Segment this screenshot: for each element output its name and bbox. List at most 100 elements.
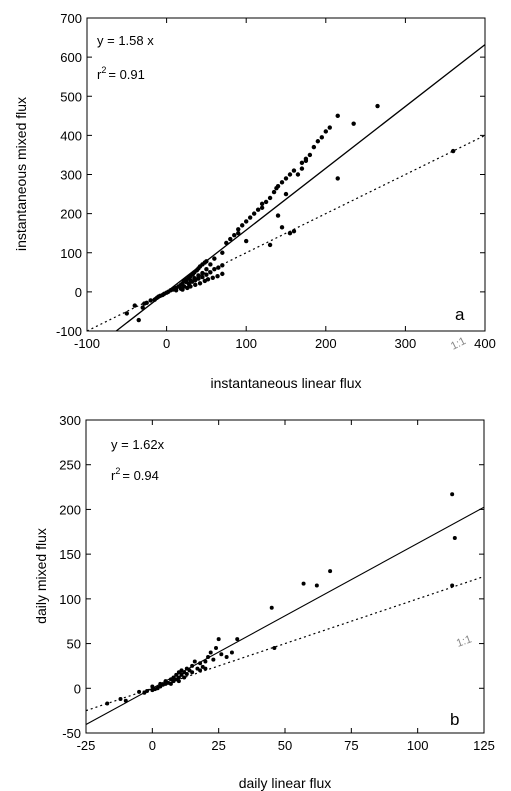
data-point — [235, 637, 240, 642]
data-point — [319, 135, 325, 140]
data-point — [182, 675, 187, 680]
data-point — [263, 199, 269, 205]
data-point — [232, 232, 237, 238]
data-point — [180, 287, 185, 292]
data-point — [193, 282, 198, 288]
data-point — [204, 259, 209, 264]
data-point — [174, 672, 179, 677]
points-group-a — [124, 103, 456, 323]
data-point — [301, 581, 306, 586]
data-point — [307, 152, 313, 158]
fit-equation-a: y = 1.58 x — [97, 33, 154, 48]
x-tick-label: 100 — [235, 336, 257, 351]
data-point — [220, 250, 225, 255]
y-tick-label: 100 — [59, 592, 81, 607]
data-point — [188, 277, 193, 283]
data-point — [200, 274, 205, 280]
data-point — [148, 298, 153, 303]
data-point — [224, 654, 229, 659]
data-point — [176, 679, 181, 684]
data-point — [203, 666, 208, 671]
data-point — [328, 569, 333, 574]
data-point — [176, 675, 181, 680]
data-point — [188, 284, 193, 289]
y-tick-label: 150 — [59, 547, 81, 562]
x-tick-label: 75 — [344, 738, 358, 753]
x-tick-label: 25 — [211, 738, 225, 753]
r2-letter-b: r — [111, 468, 116, 483]
data-point — [287, 172, 293, 177]
x-tick-label: -25 — [77, 738, 96, 753]
data-point — [118, 697, 123, 702]
data-point — [335, 176, 340, 181]
x-tick-label: 0 — [163, 336, 170, 351]
data-point — [208, 650, 213, 655]
data-point — [283, 191, 289, 197]
data-point — [211, 657, 216, 662]
data-point — [150, 684, 155, 689]
data-point — [283, 176, 289, 181]
r2-label-a: r2 = 0.91 — [97, 65, 145, 82]
data-point — [192, 275, 197, 281]
data-point — [208, 262, 213, 267]
tick-group-a: -100 0 100 200 300 400 -100 0 100 200 300 400 500 600… — [56, 11, 496, 351]
data-point — [279, 180, 285, 185]
plot-frame-a — [86, 17, 486, 332]
data-point — [136, 317, 141, 323]
chart-panel-a: -100 0 100 200 300 400 -100 0 100 200 300 400 500 600… — [13, 11, 496, 391]
y-tick-label: 600 — [60, 50, 82, 65]
x-axis-label-a: instantaneous linear flux — [211, 375, 362, 391]
fit-equation-b: y = 1.62x — [111, 437, 165, 452]
y-tick-label: 200 — [59, 502, 81, 517]
data-point — [279, 225, 285, 230]
data-point — [198, 668, 203, 673]
data-point — [224, 240, 229, 246]
fit-line-a — [115, 44, 486, 332]
data-point — [452, 536, 457, 541]
data-point — [259, 201, 265, 207]
data-point — [247, 215, 253, 220]
data-point — [351, 121, 356, 126]
data-point — [210, 275, 215, 280]
data-point — [168, 681, 173, 686]
x-tick-label: -100 — [74, 336, 100, 351]
data-point — [295, 172, 301, 177]
r2-superscript-b: 2 — [115, 466, 120, 476]
data-point — [287, 230, 293, 236]
data-point — [450, 583, 455, 588]
data-point — [267, 195, 273, 201]
data-point — [204, 266, 209, 272]
data-point — [137, 689, 142, 694]
data-point — [450, 492, 455, 497]
data-point — [215, 274, 220, 279]
y-tick-label: 100 — [60, 246, 82, 261]
data-point — [196, 276, 201, 281]
points-group-b — [105, 492, 457, 706]
data-point — [184, 279, 189, 285]
data-point — [240, 223, 245, 228]
data-point — [173, 288, 179, 293]
data-point — [197, 281, 203, 286]
data-point — [272, 646, 277, 651]
data-point — [275, 213, 281, 218]
data-point — [220, 271, 225, 277]
data-point — [192, 659, 197, 664]
data-point — [315, 139, 321, 144]
data-point — [123, 698, 128, 703]
y-axis-label-b: daily mixed flux — [33, 528, 49, 624]
data-point — [236, 230, 241, 236]
data-point — [203, 659, 208, 664]
data-point — [275, 184, 281, 189]
x-tick-label: 200 — [315, 336, 337, 351]
data-point — [375, 103, 380, 109]
y-tick-label: 200 — [60, 207, 82, 222]
y-tick-label: 0 — [75, 285, 82, 300]
r2-label-b: r2 = 0.94 — [111, 466, 159, 483]
y-tick-label: 500 — [60, 89, 82, 104]
data-point — [208, 270, 213, 275]
x-tick-label: 400 — [474, 336, 496, 351]
data-point — [244, 238, 249, 244]
data-point — [212, 256, 217, 261]
x-tick-label: 0 — [149, 738, 156, 753]
data-point — [206, 654, 211, 659]
